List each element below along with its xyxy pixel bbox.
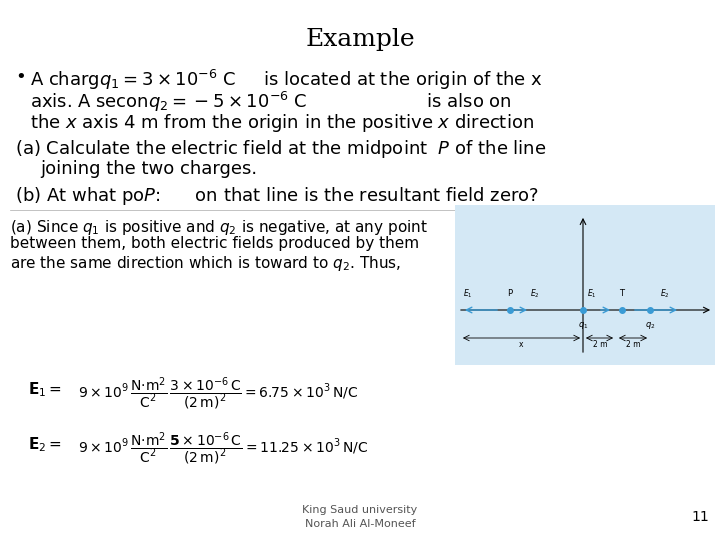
Text: $E_1$: $E_1$ — [588, 287, 597, 300]
Text: joining the two charges.: joining the two charges. — [40, 160, 257, 178]
Text: $9 \times 10^9\, \dfrac{\mathrm{N{\cdot}m}^2}{\mathrm{C}^2}\, \dfrac{3 \times 10: $9 \times 10^9\, \dfrac{\mathrm{N{\cdot}… — [78, 375, 358, 411]
Bar — [455, 205, 715, 365]
Text: the $x$ axis 4 m from the origin in the positive $x$ direction: the $x$ axis 4 m from the origin in the … — [30, 112, 534, 134]
Text: •: • — [15, 68, 26, 86]
Text: (a) Since $q_1$ is positive and $q_2$ is negative, at any point: (a) Since $q_1$ is positive and $q_2$ is… — [10, 218, 428, 237]
Text: $9 \times 10^9\, \dfrac{\mathrm{N{\cdot}m}^2}{\mathrm{C}^2}\, \dfrac{\mathbf{5} : $9 \times 10^9\, \dfrac{\mathrm{N{\cdot}… — [78, 430, 368, 467]
Text: 11: 11 — [691, 510, 709, 524]
Text: $\mathbf{E}_2 =$: $\mathbf{E}_2 =$ — [28, 435, 62, 454]
Text: $E_1$: $E_1$ — [463, 287, 473, 300]
Text: Example: Example — [305, 28, 415, 51]
Text: $q_1$: $q_1$ — [577, 320, 588, 331]
Text: $E_2$: $E_2$ — [660, 287, 670, 300]
Text: 2 m: 2 m — [626, 340, 640, 349]
Text: between them, both electric fields produced by them: between them, both electric fields produ… — [10, 236, 419, 251]
Text: $q_2$: $q_2$ — [645, 320, 655, 331]
Text: P: P — [508, 289, 513, 298]
Text: $\mathbf{E}_1 =$: $\mathbf{E}_1 =$ — [28, 380, 62, 399]
Text: A charg$q_1 = 3 \times 10^{-6}$ C     is located at the origin of the x: A charg$q_1 = 3 \times 10^{-6}$ C is loc… — [30, 68, 543, 92]
Text: (b) At what po$P$:      on that line is the resultant field zero?: (b) At what po$P$: on that line is the r… — [15, 185, 539, 207]
Text: are the same direction which is toward to $q_2$. Thus,: are the same direction which is toward t… — [10, 254, 401, 273]
Text: T: T — [619, 289, 624, 298]
Text: x: x — [518, 340, 523, 349]
Text: (a) Calculate the electric field at the midpoint  $P$ of the line: (a) Calculate the electric field at the … — [15, 138, 546, 160]
Text: axis. A secon$q_2 = -5 \times 10^{-6}$ C                     is also on: axis. A secon$q_2 = -5 \times 10^{-6}$ C… — [30, 90, 512, 114]
Text: 2 m: 2 m — [593, 340, 607, 349]
Text: $E_2$: $E_2$ — [530, 287, 540, 300]
Text: King Saud university
Norah Ali Al-Moneef: King Saud university Norah Ali Al-Moneef — [302, 505, 418, 529]
